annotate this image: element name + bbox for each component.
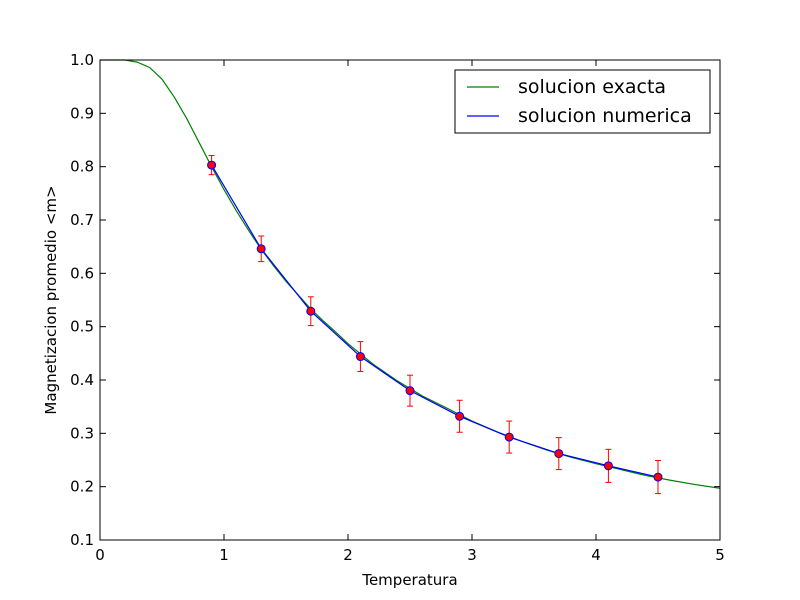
y-tick-label: 0.7 [70, 211, 94, 229]
data-point [653, 472, 663, 482]
data-point [306, 306, 316, 316]
data-point [603, 461, 613, 471]
data-point [455, 411, 465, 421]
plot-layer [100, 59, 721, 495]
y-tick-label: 0.4 [70, 371, 94, 389]
y-tick-label: 0.2 [70, 478, 94, 496]
y-tick-label: 0.3 [70, 424, 94, 442]
x-tick-label: 0 [95, 546, 105, 564]
data-point [504, 432, 514, 442]
ticks-layer: 0 1 2 3 4 5 0.1 0.2 0.3 0.4 0.5 0.6 0.7 0.8 0.9 1.0 [70, 51, 725, 564]
series-line-exacta [100, 59, 721, 489]
x-tick-label: 4 [591, 546, 601, 564]
y-axis-label: Magnetizacion promedio <m> [42, 185, 60, 414]
legend-box [454, 69, 711, 134]
y-tick-label: 0.8 [70, 158, 94, 176]
data-point [207, 160, 217, 170]
x-tick-label: 5 [715, 546, 725, 564]
x-tick-label: 3 [467, 546, 477, 564]
legend-label-numerica: solucion numerica [518, 105, 692, 127]
x-tick-label: 2 [343, 546, 353, 564]
plot-area [100, 60, 720, 540]
data-point [554, 449, 564, 459]
data-point [355, 352, 365, 362]
y-tick-label: 0.9 [70, 104, 94, 122]
axes-frame [99, 59, 721, 541]
y-tick-label: 0.6 [70, 264, 94, 282]
y-tick-label: 0.5 [70, 318, 94, 336]
y-tick-label: 1.0 [70, 51, 94, 69]
y-tick-label: 0.1 [70, 531, 94, 549]
x-axis-label: Temperatura [361, 571, 457, 589]
data-point [256, 244, 266, 254]
legend: solucion exacta solucion numerica [454, 69, 711, 134]
legend-label-exacta: solucion exacta [518, 76, 666, 98]
x-tick-label: 1 [219, 546, 229, 564]
series-line-numerica [211, 164, 659, 478]
data-point [405, 386, 415, 396]
